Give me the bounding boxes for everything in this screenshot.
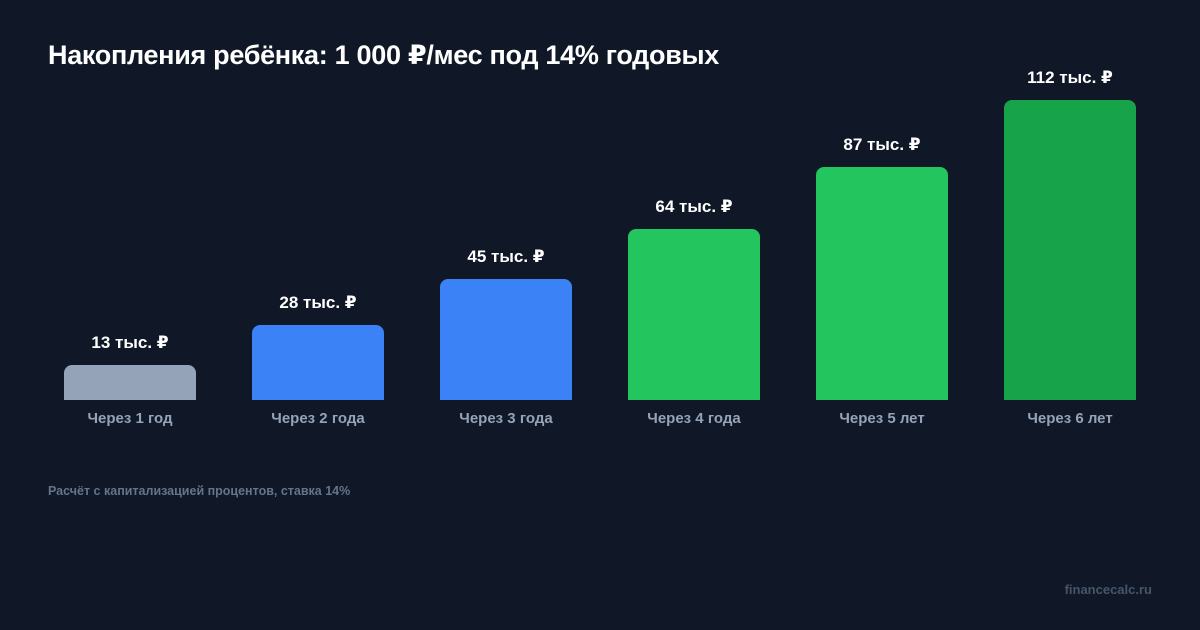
footnote: Расчёт с капитализацией процентов, ставк… — [48, 484, 351, 498]
bar-value-label: 13 тыс. ₽ — [91, 333, 169, 352]
category-label: Через 5 лет — [839, 410, 925, 427]
bar-value-label: 45 тыс. ₽ — [467, 247, 545, 266]
bar — [64, 365, 196, 400]
category-label: Через 1 год — [87, 410, 173, 427]
category-label: Через 2 года — [271, 410, 365, 427]
bar — [252, 325, 384, 400]
bar — [1004, 100, 1136, 400]
bar — [816, 167, 948, 400]
bar-value-label: 28 тыс. ₽ — [279, 293, 357, 312]
category-label: Через 3 года — [459, 410, 553, 427]
bar-value-label: 112 тыс. ₽ — [1027, 68, 1113, 87]
bar — [440, 279, 572, 400]
brand-watermark: financecalc.ru — [1064, 582, 1152, 597]
category-label: Через 4 года — [647, 410, 741, 427]
bar-value-label: 64 тыс. ₽ — [655, 197, 733, 216]
chart-title: Накопления ребёнка: 1 000 ₽/мес под 14% … — [48, 40, 719, 70]
bar — [628, 229, 760, 400]
category-label: Через 6 лет — [1027, 410, 1113, 427]
bar-value-label: 87 тыс. ₽ — [843, 135, 921, 154]
